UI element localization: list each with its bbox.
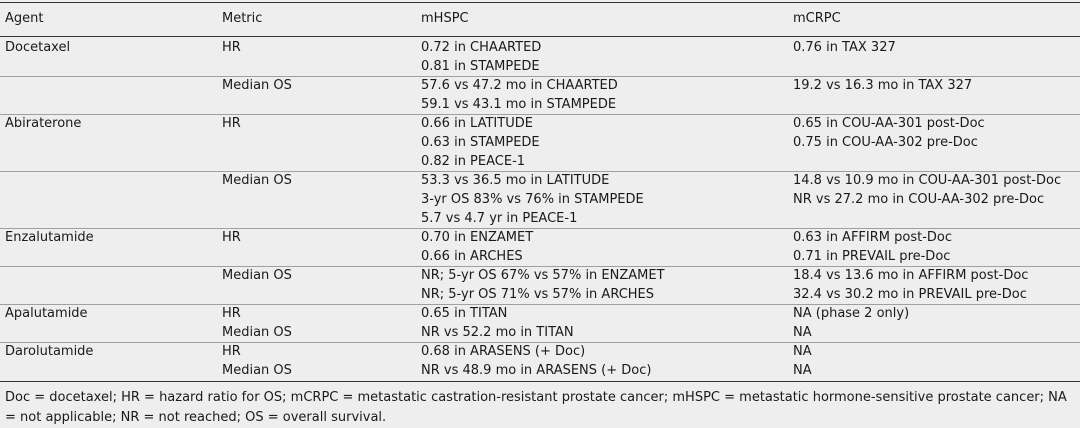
metric: HR — [222, 40, 241, 55]
mhspc-result: 0.81 in STAMPEDE — [421, 59, 540, 74]
metric: HR — [222, 344, 241, 359]
row-rule — [0, 304, 1080, 305]
row-rule — [0, 114, 1080, 115]
mcrpc-result: NA (phase 2 only) — [793, 306, 910, 321]
metric: Median OS — [222, 268, 292, 283]
mhspc-result: 59.1 vs 43.1 mo in STAMPEDE — [421, 97, 617, 112]
mcrpc-result: 0.71 in PREVAIL pre-Doc — [793, 249, 951, 264]
metric-header: Metric — [222, 11, 263, 26]
mhspc-result: NR vs 52.2 mo in TITAN — [421, 325, 574, 340]
row-rule — [0, 228, 1080, 229]
row-rule — [0, 266, 1080, 267]
metric: HR — [222, 116, 241, 131]
footnote: Doc = docetaxel; HR = hazard ratio for O… — [5, 390, 1067, 425]
top-rule — [0, 2, 1080, 3]
mhspc-result: 0.65 in TITAN — [421, 306, 508, 321]
mcrpc-result: NR vs 27.2 mo in COU-AA-302 pre-Doc — [793, 192, 1045, 207]
mcrpc-header: mCRPC — [793, 11, 841, 26]
mcrpc-result: 32.4 vs 30.2 mo in PREVAIL pre-Doc — [793, 287, 1027, 302]
mcrpc-result: 0.63 in AFFIRM post-Doc — [793, 230, 953, 245]
metric: Median OS — [222, 78, 292, 93]
mhspc-result: 5.7 vs 4.7 yr in PEACE-1 — [421, 211, 578, 226]
row-rule — [0, 381, 1080, 382]
mhspc-result: NR; 5-yr OS 67% vs 57% in ENZAMET — [421, 268, 665, 283]
mcrpc-result: 0.75 in COU-AA-302 pre-Doc — [793, 135, 978, 150]
metric: Median OS — [222, 173, 292, 188]
mhspc-result: 0.82 in PEACE-1 — [421, 154, 526, 169]
metric: HR — [222, 230, 241, 245]
mhspc-result: 0.70 in ENZAMET — [421, 230, 534, 245]
agent: Abiraterone — [5, 116, 82, 131]
metric: HR — [222, 306, 241, 321]
mcrpc-result: 0.76 in TAX 327 — [793, 40, 896, 55]
mhspc-result: 3-yr OS 83% vs 76% in STAMPEDE — [421, 192, 644, 207]
mhspc-result: 0.66 in LATITUDE — [421, 116, 533, 131]
mcrpc-result: 0.65 in COU-AA-301 post-Doc — [793, 116, 985, 131]
mcrpc-result: NA — [793, 325, 812, 340]
mhspc-result: 57.6 vs 47.2 mo in CHAARTED — [421, 78, 618, 93]
mhspc-result: 0.66 in ARCHES — [421, 249, 523, 264]
mhspc-result: 53.3 vs 36.5 mo in LATITUDE — [421, 173, 610, 188]
mcrpc-result: 14.8 vs 10.9 mo in COU-AA-301 post-Doc — [793, 173, 1062, 188]
agent-header: Agent — [5, 11, 44, 26]
agent: Apalutamide — [5, 306, 88, 321]
mcrpc-result: NA — [793, 344, 812, 359]
mcrpc-result: 19.2 vs 16.3 mo in TAX 327 — [793, 78, 973, 93]
row-rule — [0, 76, 1080, 77]
mhspc-result: 0.63 in STAMPEDE — [421, 135, 540, 150]
mcrpc-result: NA — [793, 363, 812, 378]
agent: Docetaxel — [5, 40, 71, 55]
agent: Enzalutamide — [5, 230, 94, 245]
header-rule — [0, 36, 1080, 37]
mhspc-result: NR; 5-yr OS 71% vs 57% in ARCHES — [421, 287, 655, 302]
agent: Darolutamide — [5, 344, 94, 359]
row-rule — [0, 342, 1080, 343]
mhspc-result: NR vs 48.9 mo in ARASENS (+ Doc) — [421, 363, 652, 378]
metric: Median OS — [222, 363, 292, 378]
row-rule — [0, 171, 1080, 172]
mhspc-header: mHSPC — [421, 11, 469, 26]
mhspc-result: 0.68 in ARASENS (+ Doc) — [421, 344, 586, 359]
mcrpc-result: 18.4 vs 13.6 mo in AFFIRM post-Doc — [793, 268, 1029, 283]
metric: Median OS — [222, 325, 292, 340]
mhspc-result: 0.72 in CHAARTED — [421, 40, 542, 55]
